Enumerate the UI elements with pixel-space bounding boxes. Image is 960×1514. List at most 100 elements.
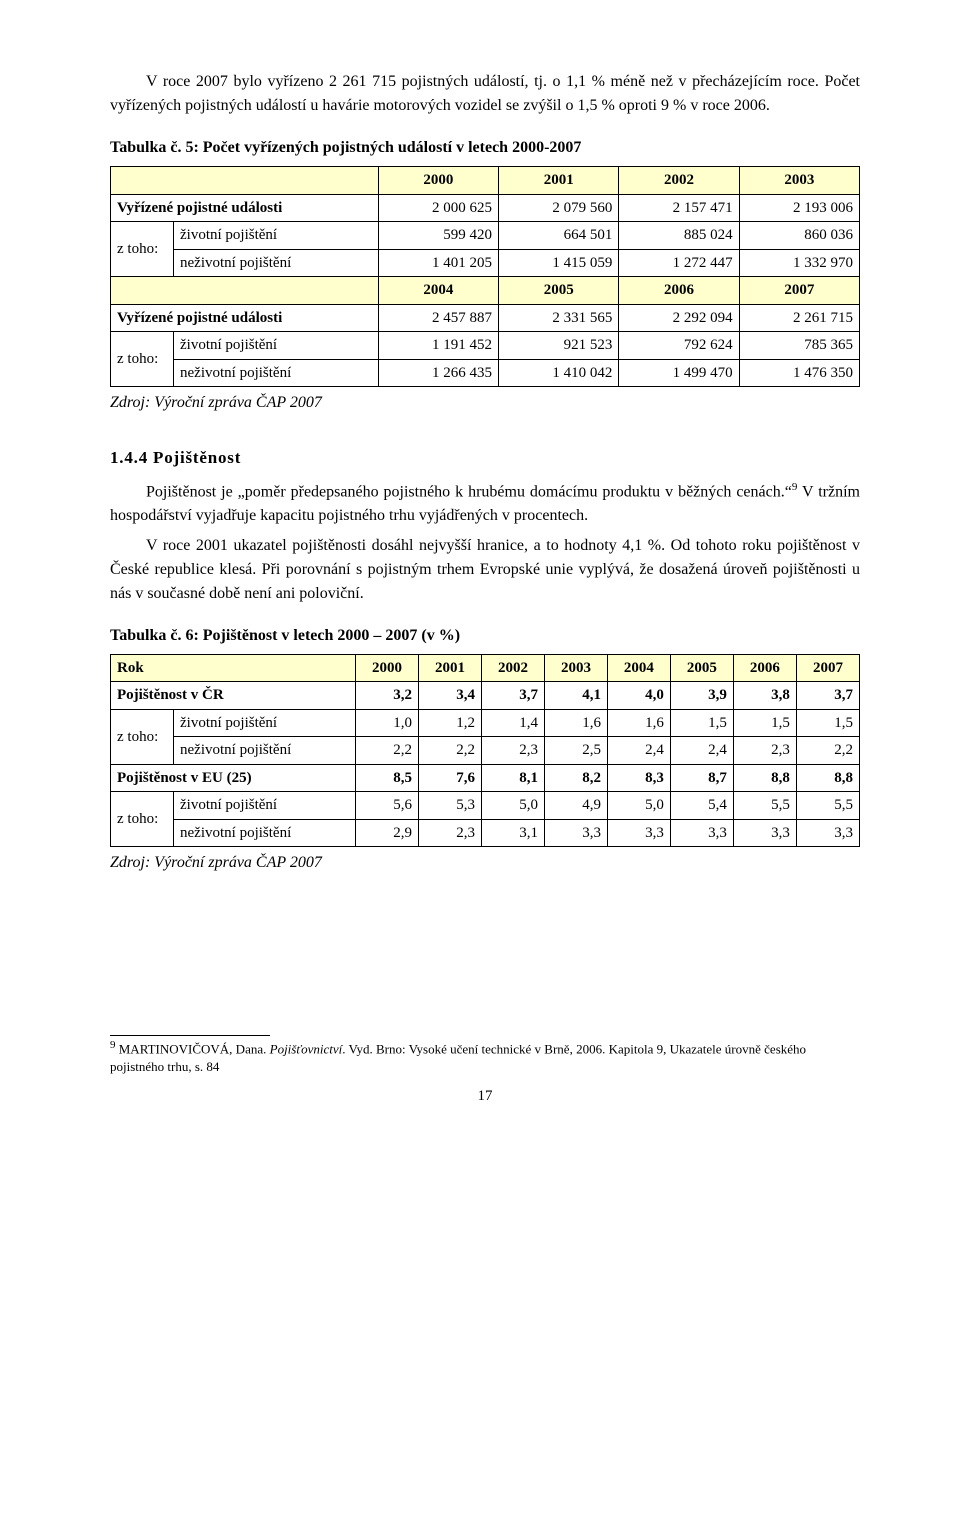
t6-cell: 5,0	[607, 792, 670, 820]
t6-year: 2003	[544, 654, 607, 682]
t5-row-label: Vyřízené pojistné události	[111, 304, 379, 332]
t5-cell: 2 000 625	[378, 194, 498, 222]
t6-cell: 4,0	[607, 682, 670, 710]
t6-year: 2006	[733, 654, 796, 682]
t5-cell: 921 523	[499, 332, 619, 360]
t6-cell: 8,7	[670, 764, 733, 792]
t6-year: 2001	[418, 654, 481, 682]
footnote-text-a: MARTINOVIČOVÁ, Dana.	[116, 1042, 270, 1057]
t6-cell: 5,3	[418, 792, 481, 820]
t6-cell: 2,9	[356, 819, 419, 847]
section-heading: 1.4.4 Pojištěnost	[110, 445, 860, 471]
t5-year: 2000	[378, 167, 498, 195]
t5-life-label: životní pojištění	[174, 332, 379, 360]
t5-nonlife-label: neživotní pojištění	[174, 249, 379, 277]
t6-nonlife-label: neživotní pojištění	[174, 737, 356, 765]
t5-cell: 1 191 452	[378, 332, 498, 360]
t6-cell: 3,3	[733, 819, 796, 847]
t5-cell: 2 331 565	[499, 304, 619, 332]
t5-cell: 1 415 059	[499, 249, 619, 277]
t6-year: 2002	[481, 654, 544, 682]
t5-year: 2007	[739, 277, 859, 305]
footnote-title: Pojišťovnictví	[270, 1042, 343, 1057]
t6-cell: 8,1	[481, 764, 544, 792]
table6: Rok 2000 2001 2002 2003 2004 2005 2006 2…	[110, 654, 860, 848]
t6-cell: 8,8	[796, 764, 859, 792]
footnote: 9 MARTINOVIČOVÁ, Dana. Pojišťovnictví. V…	[110, 1038, 860, 1075]
t6-cell: 3,1	[481, 819, 544, 847]
t6-life-label: životní pojištění	[174, 792, 356, 820]
t5-cell: 1 476 350	[739, 359, 859, 387]
t6-cell: 1,0	[356, 709, 419, 737]
t6-cell: 3,2	[356, 682, 419, 710]
t6-cell: 2,3	[733, 737, 796, 765]
t5-year: 2006	[619, 277, 739, 305]
table6-source: Zdroj: Výroční zpráva ČAP 2007	[110, 851, 860, 875]
t6-cell: 2,2	[418, 737, 481, 765]
t5-row-label: Vyřízené pojistné události	[111, 194, 379, 222]
t6-cell: 1,4	[481, 709, 544, 737]
t6-cell: 2,5	[544, 737, 607, 765]
t5-cell: 1 499 470	[619, 359, 739, 387]
t6-ztoho: z toho:	[111, 709, 174, 764]
t6-cell: 3,8	[733, 682, 796, 710]
t5-cell: 2 457 887	[378, 304, 498, 332]
t6-cell: 7,6	[418, 764, 481, 792]
t6-cell: 5,5	[796, 792, 859, 820]
t6-nonlife-label: neživotní pojištění	[174, 819, 356, 847]
t6-cell: 8,5	[356, 764, 419, 792]
t6-cell: 3,3	[796, 819, 859, 847]
t5-cell: 785 365	[739, 332, 859, 360]
t6-cr-label: Pojištěnost v ČR	[111, 682, 356, 710]
t6-cell: 1,5	[733, 709, 796, 737]
t6-cell: 2,3	[418, 819, 481, 847]
t6-cell: 8,3	[607, 764, 670, 792]
t5-cell: 2 261 715	[739, 304, 859, 332]
t5-cell: 792 624	[619, 332, 739, 360]
t6-cell: 3,3	[544, 819, 607, 847]
t6-cell: 4,9	[544, 792, 607, 820]
t6-cell: 8,2	[544, 764, 607, 792]
t5-cell: 1 401 205	[378, 249, 498, 277]
t6-cell: 2,4	[670, 737, 733, 765]
t6-year: 2000	[356, 654, 419, 682]
table5-caption: Tabulka č. 5: Počet vyřízených pojistnýc…	[110, 136, 860, 160]
t5-ztoho: z toho:	[111, 222, 174, 277]
t5-cell: 2 193 006	[739, 194, 859, 222]
t5-life-label: životní pojištění	[174, 222, 379, 250]
t6-rok-label: Rok	[111, 654, 356, 682]
t5-year: 2001	[499, 167, 619, 195]
t6-cell: 2,3	[481, 737, 544, 765]
t6-year: 2007	[796, 654, 859, 682]
t6-cell: 4,1	[544, 682, 607, 710]
pojistenost-paragraph-2: V roce 2001 ukazatel pojištěnosti dosáhl…	[110, 534, 860, 606]
t6-ztoho: z toho:	[111, 792, 174, 847]
t6-cell: 2,2	[356, 737, 419, 765]
t6-cell: 1,6	[544, 709, 607, 737]
t6-year: 2004	[607, 654, 670, 682]
t6-cell: 1,6	[607, 709, 670, 737]
t6-cell: 5,4	[670, 792, 733, 820]
t6-cell: 3,4	[418, 682, 481, 710]
table5: 2000 2001 2002 2003 Vyřízené pojistné ud…	[110, 166, 860, 387]
t6-cell: 5,5	[733, 792, 796, 820]
t5-cell: 1 410 042	[499, 359, 619, 387]
t6-cell: 5,0	[481, 792, 544, 820]
t5-nonlife-label: neživotní pojištění	[174, 359, 379, 387]
t6-cell: 3,7	[481, 682, 544, 710]
t6-eu-label: Pojištěnost v EU (25)	[111, 764, 356, 792]
t5-cell: 1 272 447	[619, 249, 739, 277]
t5-cell: 664 501	[499, 222, 619, 250]
t5-year: 2003	[739, 167, 859, 195]
t5-cell: 2 079 560	[499, 194, 619, 222]
t5-year: 2005	[499, 277, 619, 305]
table5-source: Zdroj: Výroční zpráva ČAP 2007	[110, 391, 860, 415]
t5-cell: 599 420	[378, 222, 498, 250]
t6-cell: 2,4	[607, 737, 670, 765]
para2a: Pojištěnost je „poměr předepsaného pojis…	[146, 483, 792, 500]
t5-cell: 1 266 435	[378, 359, 498, 387]
t5-year: 2004	[378, 277, 498, 305]
t5-cell: 1 332 970	[739, 249, 859, 277]
t6-cell: 3,9	[670, 682, 733, 710]
pojistenost-paragraph-1: Pojištěnost je „poměr předepsaného pojis…	[110, 479, 860, 528]
